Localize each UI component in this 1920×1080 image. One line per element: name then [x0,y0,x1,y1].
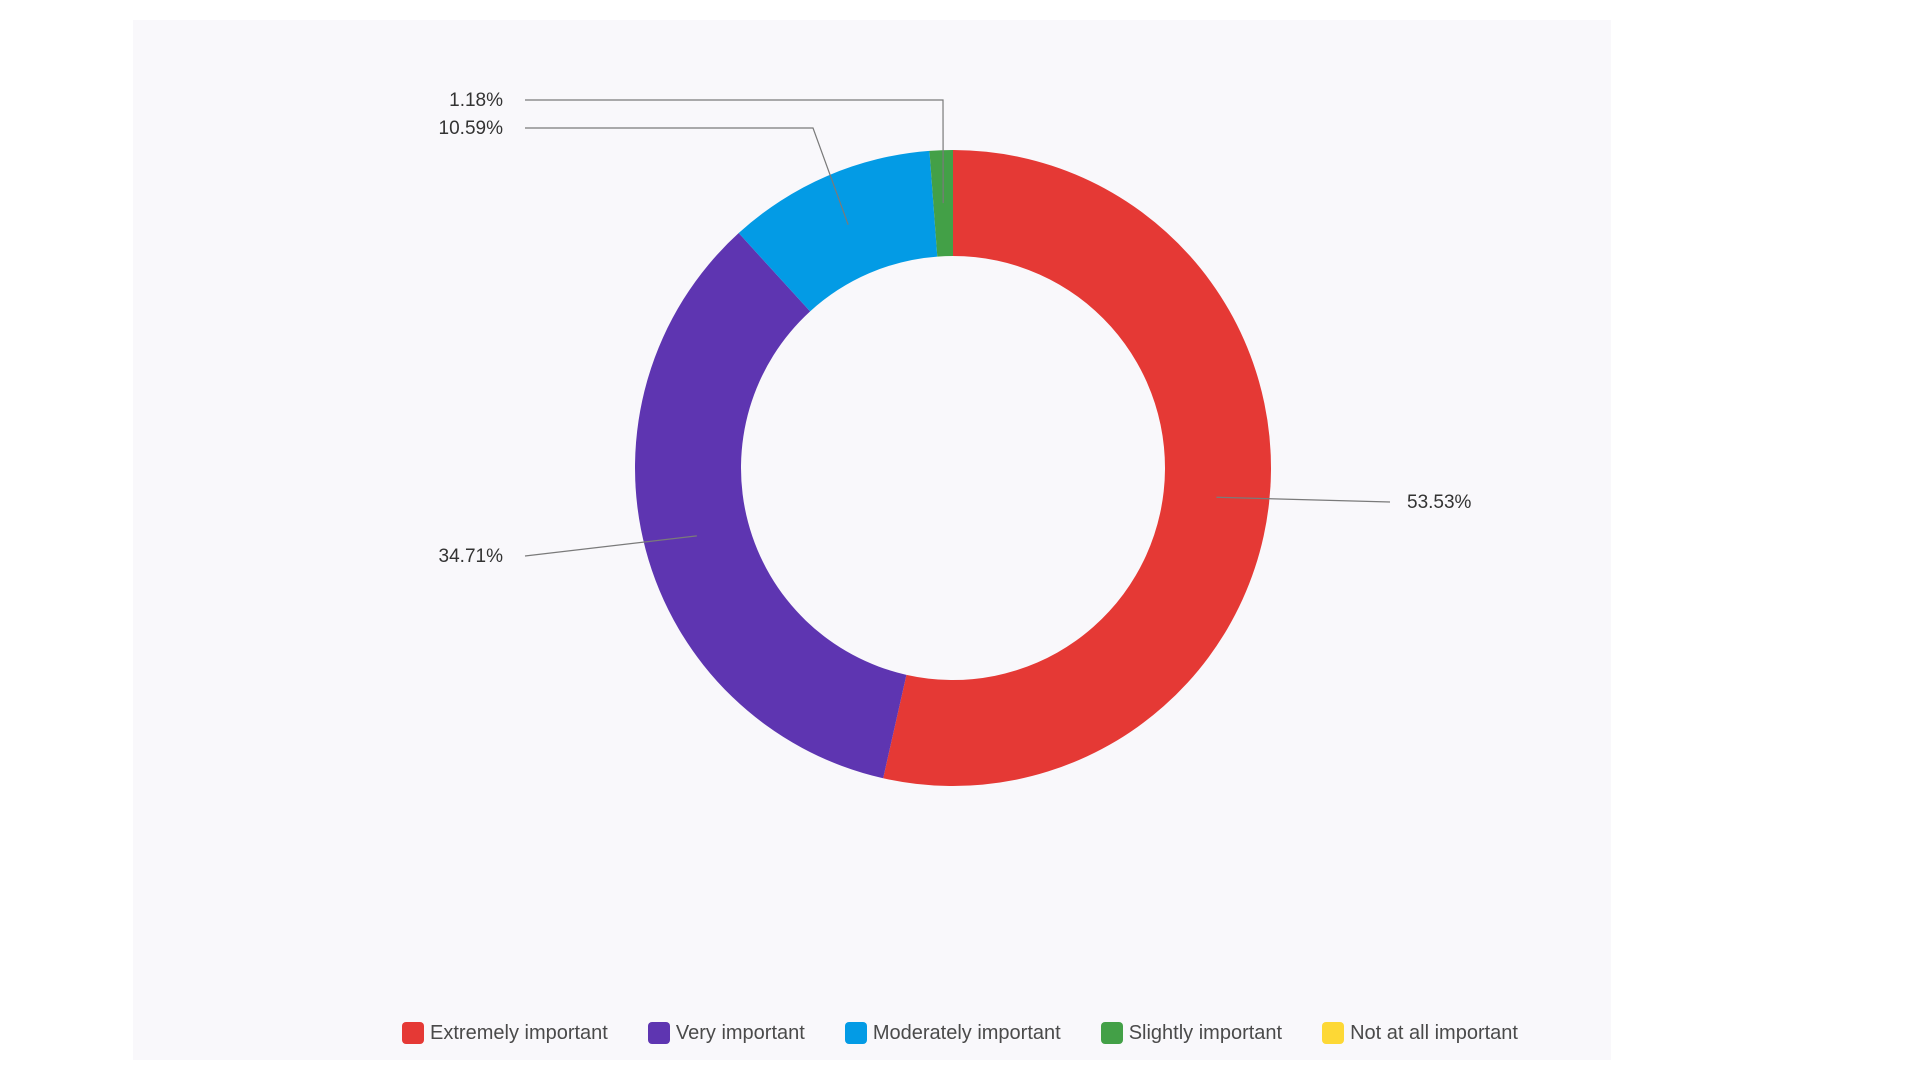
legend-swatch-moderately-important [844,1022,867,1044]
legend-swatch-not-at-all-important [1322,1022,1345,1044]
legend-item-extremely-important[interactable]: Extremely important [402,1022,608,1045]
legend-item-slightly-important[interactable]: Slightly important [1100,1021,1283,1045]
slice-very-important[interactable] [635,233,907,779]
legend-label-not-at-all-important: Not at all important [1350,1021,1518,1044]
value-label-slightly-important: 1.18% [449,90,503,111]
legend-swatch-extremely-important [402,1022,425,1044]
leader-line-slightly-important [525,99,944,204]
value-label-very-important: 34.71% [439,546,504,567]
legend-label-extremely-important: Extremely important [430,1021,608,1044]
value-label-extremely-important: 53.53% [1407,492,1472,513]
leader-line-moderately-important [525,127,849,225]
legend-item-very-important[interactable]: Very important [647,1021,805,1045]
legend-label-moderately-important: Moderately important [872,1021,1061,1044]
chart-legend: Extremely important Very important Moderat… [0,1018,1920,1048]
leader-line-very-important [524,535,697,557]
leader-line-extremely-important [1216,496,1391,503]
legend-swatch-very-important [647,1022,670,1044]
legend-label-slightly-important: Slightly important [1128,1021,1283,1044]
slice-slightly-important[interactable] [929,150,953,257]
legend-item-not-at-all-important[interactable]: Not at all important [1322,1022,1518,1045]
slice-extremely-important[interactable] [883,150,1272,787]
legend-swatch-slightly-important [1100,1022,1123,1044]
legend-item-moderately-important[interactable]: Moderately important [844,1021,1061,1045]
value-label-moderately-important: 10.59% [439,118,504,139]
legend-label-very-important: Very important [675,1021,805,1044]
slice-moderately-important[interactable] [738,150,938,312]
